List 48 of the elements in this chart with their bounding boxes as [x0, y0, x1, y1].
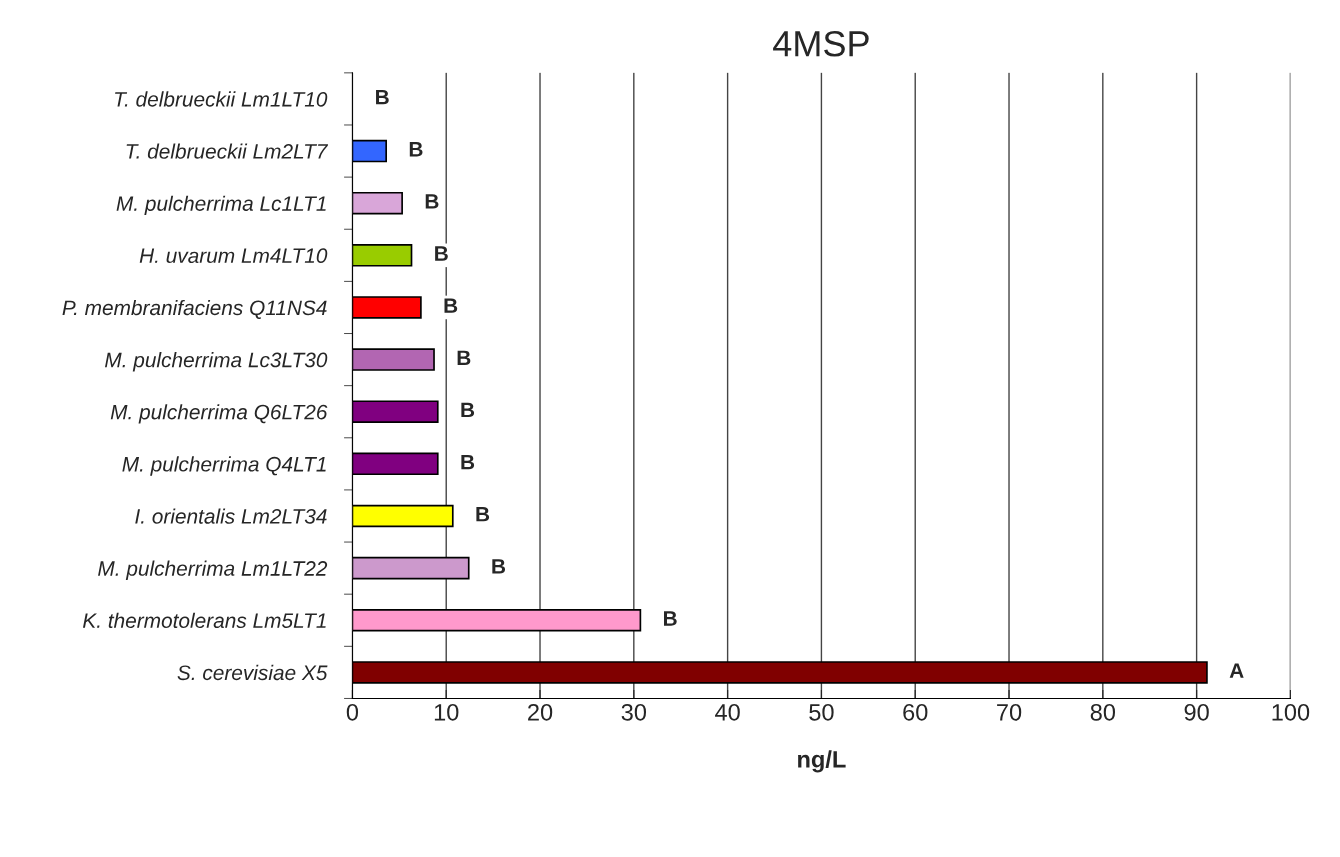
y-tick-label: T. delbrueckii Lm1LT10 — [115, 91, 328, 107]
y-tick-label: H. uvarum Lm4LT10 — [139, 248, 328, 264]
bar — [352, 608, 642, 632]
x-tick-label: 20 — [528, 703, 553, 721]
bar — [352, 296, 422, 319]
bar — [352, 400, 439, 423]
annotation: B — [435, 246, 448, 261]
x-tick-label: 50 — [809, 703, 834, 721]
annotation: B — [664, 611, 677, 626]
bar — [352, 452, 439, 476]
x-tick-label: 80 — [1090, 703, 1116, 721]
y-tick-label: I. orientalis Lm2LT34 — [135, 508, 327, 524]
x-tick-label: 40 — [715, 703, 740, 721]
bar — [352, 504, 454, 528]
bar — [352, 556, 470, 580]
x-tick-label: 30 — [621, 703, 647, 721]
annotation: B — [425, 194, 439, 209]
annotation: B — [461, 402, 475, 418]
x-tick-label: 10 — [434, 703, 459, 721]
x-axis-title: ng/L — [798, 750, 846, 773]
x-tick-label: 100 — [1272, 703, 1310, 721]
annotation: B — [492, 559, 506, 574]
y-tick-label: S. cerevisiae X5 — [177, 664, 328, 681]
x-tick-label: 0 — [346, 703, 359, 721]
annotation: A — [1229, 663, 1244, 678]
x-tick-label: 90 — [1184, 703, 1209, 721]
y-tick-label: T. delbrueckii Lm2LT7 — [126, 143, 329, 159]
annotation: B — [444, 298, 458, 313]
annotation: B — [476, 507, 490, 522]
annotation: B — [409, 142, 423, 157]
bar — [352, 139, 388, 163]
y-tick-label: M. pulcherrima Q6LT26 — [110, 404, 328, 424]
x-tick-label: 60 — [903, 703, 928, 721]
y-tick-label: M. pulcherrima Q4LT1 — [122, 456, 326, 476]
annotation: B — [457, 350, 471, 365]
x-tick-label: 70 — [997, 703, 1022, 721]
bar — [352, 244, 413, 267]
y-tick-label: M. pulcherrima Lc3LT30 — [104, 352, 328, 372]
bar — [352, 348, 435, 371]
chart-title: 4MSP — [773, 30, 869, 57]
annotation: B — [376, 89, 389, 105]
y-tick-label: M. pulcherrima Lm1LT22 — [98, 560, 328, 580]
annotation: B — [461, 454, 475, 470]
bar — [352, 191, 403, 215]
y-tick-label: K. thermotolerans Lm5LT1 — [82, 612, 326, 629]
y-tick-label: M. pulcherrima Lc1LT1 — [116, 195, 326, 216]
bar — [352, 661, 1208, 684]
y-tick-label: P. membranifaciens Q11NS4 — [62, 299, 327, 319]
